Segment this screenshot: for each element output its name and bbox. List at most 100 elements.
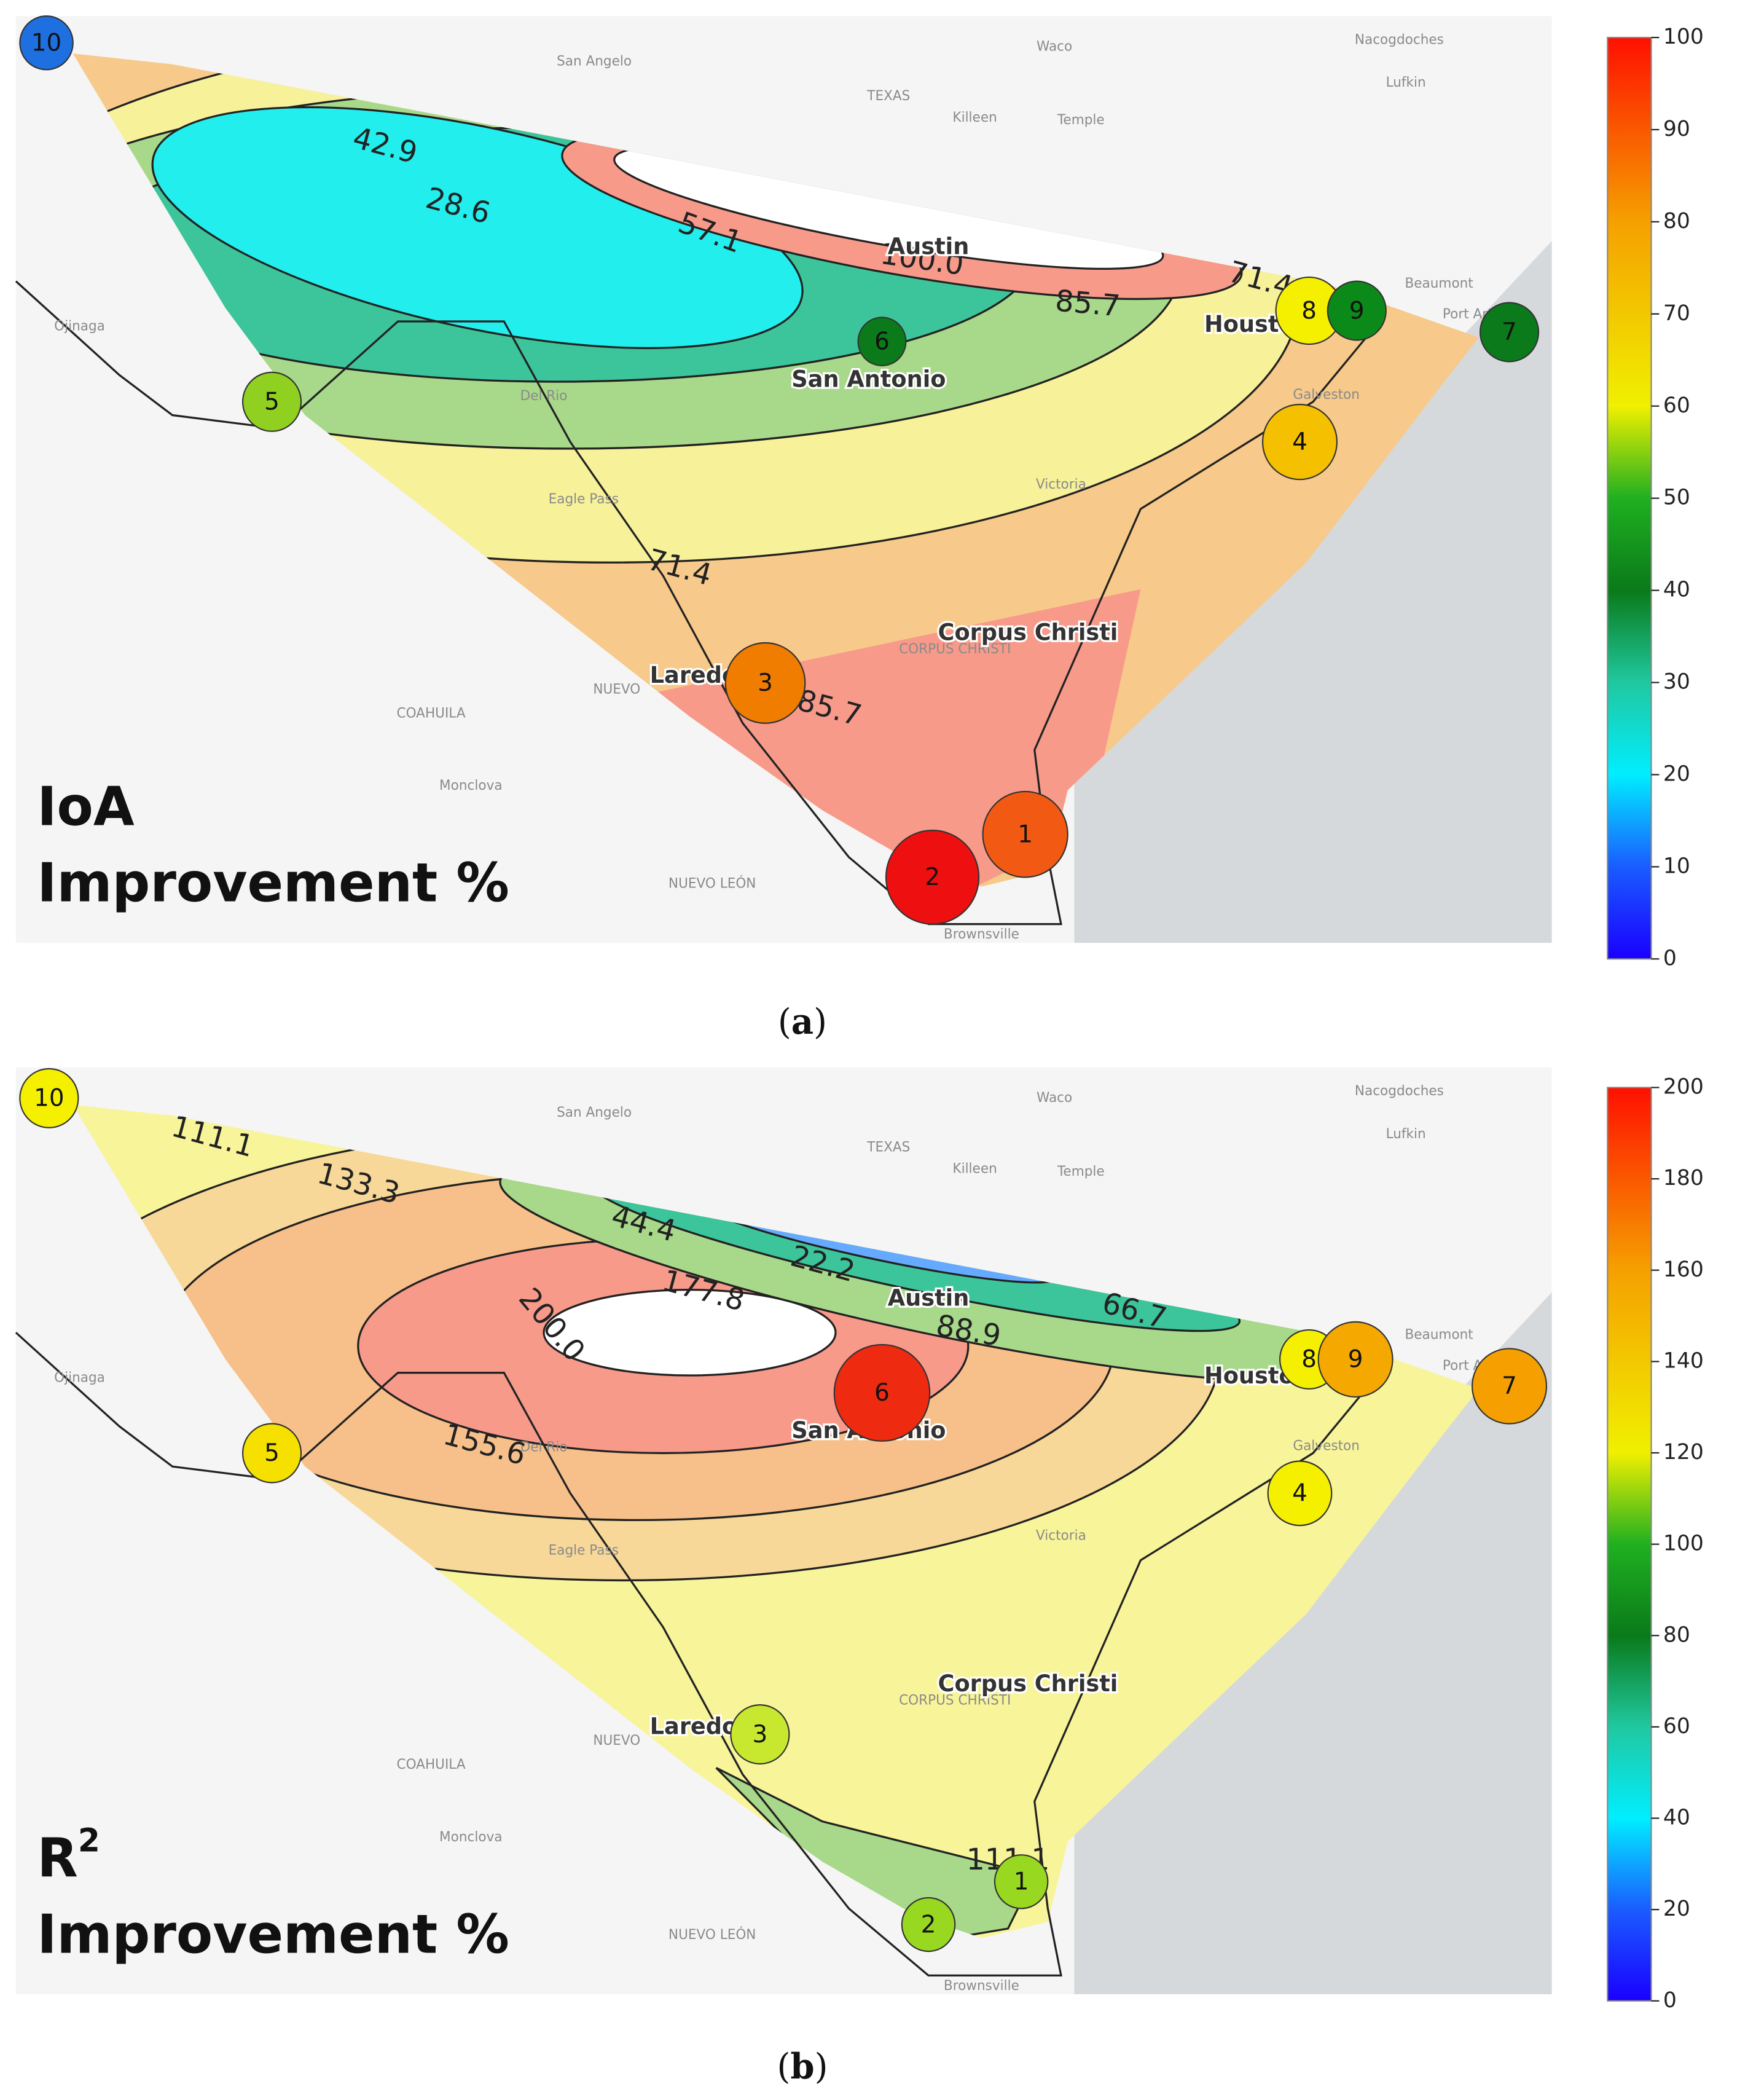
border (15, 1332, 1381, 1976)
station-number: 9 (1349, 297, 1365, 324)
colorbar-tick-label: 30 (1663, 669, 1690, 694)
colorbar-tick-label: 80 (1663, 209, 1690, 234)
station-number: 2 (921, 1911, 936, 1938)
colorbar-tick-label: 0 (1663, 1988, 1677, 2013)
station-marker (994, 1854, 1049, 1909)
colorbar-tick-label: 200 (1663, 1074, 1704, 1099)
panel-title: R2 (37, 1822, 100, 1889)
place-label: NUEVO LEÓN (668, 875, 756, 891)
place-label: Nacogdoches (1355, 32, 1444, 47)
colorbar-tick-label: 160 (1663, 1257, 1704, 1282)
city-label: Laredo (650, 662, 738, 688)
colorbar-tick-label: 0 (1663, 946, 1677, 970)
colorbar-tick-label: 120 (1663, 1440, 1704, 1465)
gulf (1074, 1292, 1552, 1994)
place-label: NUEVO (593, 1733, 640, 1748)
station-number: 9 (1348, 1345, 1363, 1373)
station-number: 8 (1301, 297, 1317, 324)
place-label: Killeen (952, 110, 997, 125)
station-marker (1327, 280, 1387, 341)
place-label: Ojinaga (54, 1370, 105, 1385)
station-marker (1267, 1460, 1333, 1527)
place-label: Waco (1037, 1090, 1072, 1106)
title-line: R (37, 1827, 77, 1889)
place-label: Del Rio (520, 1440, 568, 1455)
station-number: 5 (264, 388, 280, 415)
place-label: COAHUILA (397, 1757, 466, 1772)
panel-title: IoA (37, 776, 134, 838)
station-marker (885, 830, 980, 925)
place-label: Temple (1057, 1164, 1105, 1179)
colorbar-tick-label: 20 (1663, 1897, 1690, 1921)
colorbar-tick-label: 50 (1663, 486, 1690, 510)
colorbar-tick-label: 100 (1663, 1532, 1704, 1556)
panel-label: (a) (778, 1002, 827, 1042)
colorbar-tick-label: 20 (1663, 761, 1690, 786)
place-label: COAHUILA (397, 706, 466, 721)
place-label: Del Rio (520, 388, 568, 404)
colorbar-tick-label: 100 (1663, 25, 1704, 49)
station-marker (833, 1343, 931, 1442)
contour-label: 85.7 (1054, 284, 1121, 323)
city-label: Laredo (650, 1713, 738, 1740)
place-label: Waco (1037, 39, 1072, 54)
station-marker (241, 371, 302, 432)
city-label: San Antonio (791, 366, 946, 392)
place-label: Beaumont (1405, 276, 1473, 291)
place-label: Lufkin (1386, 1127, 1426, 1142)
place-label: Eagle Pass (549, 492, 619, 507)
place-label: NUEVO (593, 682, 640, 697)
place-label: Victoria (1036, 1528, 1086, 1543)
colorbar-tick-label: 70 (1663, 301, 1690, 326)
map-panel-a: San Angelo Waco Nacogdoches TEXAS Killeen Tem… (15, 15, 1552, 943)
place-label: Galveston (1293, 1438, 1360, 1453)
place-label: San Angelo (557, 53, 632, 69)
colorbar-tick-label: 140 (1663, 1348, 1704, 1373)
colorbar-tick-label: 180 (1663, 1166, 1704, 1190)
station-number: 6 (874, 1379, 890, 1407)
place-label: Ojinaga (54, 319, 105, 334)
place-label: Nacogdoches (1355, 1083, 1444, 1099)
title-line: IoA (37, 776, 134, 838)
station-number: 5 (264, 1439, 280, 1467)
place-label: Brownsville (944, 1978, 1019, 1994)
place-label: CORPUS CHRISTI (899, 1693, 1011, 1709)
station-number: 8 (1301, 1345, 1317, 1373)
city-label: Austin (888, 234, 970, 260)
colorbar-a (1607, 36, 1652, 960)
panel-label-part: ( (777, 2047, 790, 2086)
station-number: 4 (1292, 1479, 1307, 1507)
station-number: 6 (874, 328, 890, 355)
station-number: 2 (925, 863, 940, 891)
panel-title: Improvement % (37, 1903, 509, 1965)
station-marker (857, 317, 907, 367)
station-number: 10 (31, 29, 61, 57)
place-label: TEXAS (866, 88, 910, 104)
place-label: Beaumont (1405, 1327, 1473, 1343)
border (15, 280, 1381, 926)
colorbar-tick-label: 40 (1663, 577, 1690, 602)
city-label: Corpus Christi (938, 619, 1118, 645)
station-number: 3 (758, 669, 773, 697)
station-marker (982, 790, 1068, 878)
panel-label-part: ( (778, 1002, 791, 1042)
station-number: 7 (1502, 318, 1517, 346)
place-label: San Angelo (557, 1105, 632, 1120)
colorbar-tick-label: 60 (1663, 393, 1690, 418)
place-label: Monclova (439, 778, 503, 793)
place-label: Temple (1057, 112, 1105, 128)
map-panel-b: San Angelo Waco Nacogdoches TEXAS Killeen Tem… (15, 1067, 1552, 1994)
place-label: Eagle Pass (549, 1543, 619, 1558)
gulf (1074, 241, 1552, 943)
panel-label-part: ) (815, 2047, 828, 2086)
station-marker (1317, 1321, 1394, 1398)
station-number: 3 (753, 1721, 768, 1748)
colorbar-tick-label: 60 (1663, 1714, 1690, 1739)
station-marker (19, 1068, 79, 1128)
colorbar-tick-label: 80 (1663, 1622, 1690, 1647)
place-label: Victoria (1036, 477, 1086, 492)
place-label: NUEVO LEÓN (668, 1927, 756, 1943)
station-marker (1479, 302, 1540, 363)
station-number: 1 (1017, 820, 1033, 848)
colorbar-tick-label: 10 (1663, 854, 1690, 878)
